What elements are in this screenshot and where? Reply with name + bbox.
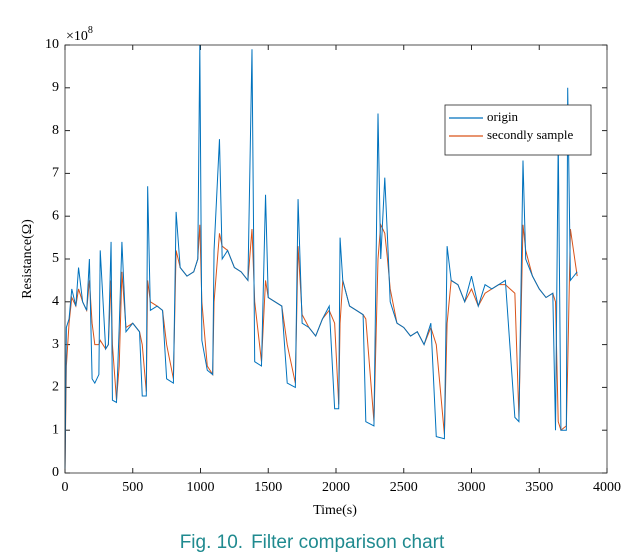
y-tick-label: 9 [52, 80, 59, 95]
y-tick-label: 3 [52, 337, 59, 352]
caption-label: Fig. 10. [180, 532, 243, 553]
legend-label: origin [487, 109, 519, 124]
x-tick-label: 3000 [458, 480, 486, 495]
x-tick-label: 2500 [390, 480, 418, 495]
caption: Fig. 10. Filter comparison chart [180, 532, 445, 553]
x-tick-label: 1000 [187, 480, 215, 495]
line-series [64, 222, 578, 469]
x-tick-label: 2000 [322, 480, 350, 495]
x-tick-label: 1500 [254, 480, 282, 495]
x-axis-label: Time(s) [313, 503, 357, 518]
y-tick-label: 5 [52, 251, 59, 266]
x-tick-label: 3500 [525, 480, 553, 495]
legend-label: secondly sample [487, 127, 574, 142]
y-tick-label: 4 [52, 294, 59, 309]
y-tick-label: 7 [52, 166, 59, 181]
y-tick-label: 6 [52, 208, 59, 223]
x-tick-label: 0 [62, 480, 69, 495]
line-series [64, 44, 578, 469]
y-tick-label: 0 [52, 465, 59, 480]
x-tick-label: 4000 [593, 480, 621, 495]
y-scale-label: ×108 [66, 25, 93, 44]
plot-frame [64, 44, 608, 474]
y-tick-label: 2 [52, 380, 59, 395]
y-axis-label: Resistance(Ω) [20, 219, 35, 299]
x-tick-label: 500 [122, 480, 143, 495]
y-scale-exponent: 8 [88, 25, 93, 36]
caption-text: Filter comparison chart [251, 532, 445, 553]
y-scale-base: ×10 [66, 29, 88, 44]
y-tick-label: 1 [52, 422, 59, 437]
legend: origin secondly sample [444, 104, 592, 156]
y-tick-label: 10 [45, 37, 59, 52]
y-tick-label: 8 [52, 123, 59, 138]
legend-box [444, 104, 592, 156]
